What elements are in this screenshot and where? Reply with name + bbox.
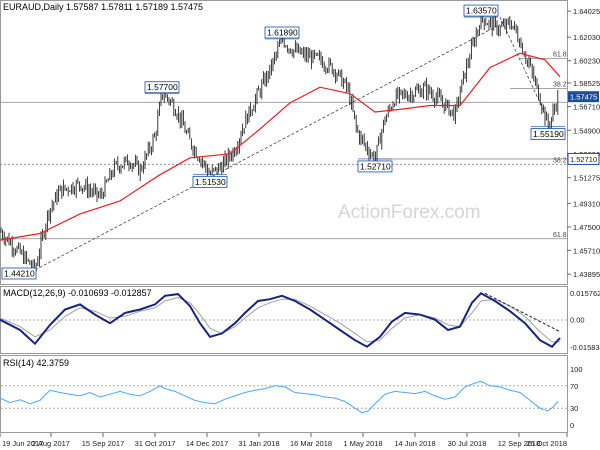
price-annotation-label: 1.61890 [267, 28, 298, 38]
price-annotation-box [1, 267, 37, 280]
price-trendline [499, 16, 546, 114]
level-price-value: 1.52710 [570, 155, 597, 164]
candle-series [0, 6, 559, 276]
price-annotation-box [264, 26, 300, 39]
macd-trendline [484, 292, 561, 333]
date-tick-label: 31 Jan 2018 [238, 439, 279, 448]
price-annotation-label: 1.52710 [360, 161, 391, 171]
last-price-value: 1.57475 [570, 93, 597, 102]
price-panel-frame [0, 0, 568, 285]
macd-title: MACD(12,26,9) -0.010693 -0.012857 [3, 288, 152, 298]
rsi-panel-frame [0, 355, 568, 433]
macd-tick-label: -0.015834 [570, 343, 600, 352]
price-annotation-box [192, 175, 228, 188]
date-tick-label: 19 Jun 2017 [2, 439, 43, 448]
date-tick-label: 26 Oct 2018 [526, 439, 567, 448]
fib-levels: 61.8 38.2 38.2 61.8 [0, 51, 567, 240]
macd-axis: 0.015762 0.00 -0.015834 [570, 289, 600, 352]
price-tick-label: 1.58525 [573, 79, 600, 88]
price-annotation-box [530, 128, 566, 140]
moving-average-line [0, 52, 561, 241]
chart-title: EURAUD,Daily 1.57587 1.57811 1.57189 1.5… [3, 2, 203, 12]
macd-tick-label: 0.015762 [570, 289, 600, 298]
fib-level-label: 61.8 [553, 51, 567, 58]
rsi-tick-label: 0 [570, 421, 574, 430]
price-annotation-box [463, 4, 499, 17]
fib-level-label: 61.8 [553, 232, 567, 239]
price-annotation-label: 1.51530 [195, 177, 226, 187]
date-tick-label: 14 Dec 2017 [186, 439, 229, 448]
level-price-tag [567, 152, 600, 165]
price-tick-label: 1.62030 [573, 33, 600, 42]
macd-signal-line [0, 296, 561, 343]
price-annotation-label: 1.55190 [533, 129, 564, 139]
watermark: ActionForex.com [338, 202, 481, 223]
date-tick-label: 31 Oct 2017 [135, 439, 176, 448]
price-annotation-label: 1.57700 [147, 82, 178, 92]
price-tick-label: 1.43895 [573, 270, 600, 279]
price-annotations: 1.44210 1.57700 1.51530 1.61890 1.52710 1.635… [1, 4, 566, 280]
fib-level-label: 38.2 [553, 82, 567, 89]
rsi-tick-label: 30 [570, 404, 578, 413]
date-tick-label: 15 Sep 2017 [82, 439, 125, 448]
fib-level-label: 38.2 [553, 157, 567, 164]
date-tick-label: 2 Aug 2017 [32, 439, 70, 448]
price-tick-label: 1.60230 [573, 57, 600, 66]
price-trendline [34, 24, 501, 271]
price-tick-label: 1.47500 [573, 223, 600, 232]
price-tick-label: 1.45710 [573, 246, 600, 255]
trendlines [34, 16, 546, 271]
rsi-axis: 100 70 30 0 [1, 365, 583, 430]
last-price-tag [568, 91, 599, 103]
price-annotation-box [357, 160, 393, 173]
price-tick-label: 1.54900 [573, 126, 600, 135]
date-tick-label: 12 Sep 2018 [498, 439, 541, 448]
price-tick-label: 1.56710 [573, 103, 600, 112]
rsi-tick-label: 70 [570, 382, 578, 391]
price-annotation-box [144, 81, 180, 94]
rsi-title: RSI(14) 42.3759 [3, 358, 69, 368]
price-tick-label: 1.51275 [573, 174, 600, 183]
macd-line [0, 292, 561, 348]
date-tick-label: 1 May 2018 [343, 439, 382, 448]
date-tick-label: 30 Jul 2018 [448, 439, 487, 448]
price-axis: 1.64025 1.62030 1.60230 1.58525 1.56710 1.549… [567, 7, 600, 279]
rsi-line [0, 380, 559, 414]
price-tick-label: 1.49310 [573, 199, 600, 208]
date-tick-label: 16 Mar 2018 [290, 439, 332, 448]
price-annotation-label: 1.44210 [4, 269, 35, 279]
macd-tick-label: 0.00 [570, 316, 585, 325]
price-tick-label: 1.64025 [573, 7, 600, 16]
date-tick-label: 14 Jun 2018 [394, 439, 435, 448]
price-annotation-label: 1.63570 [466, 6, 497, 16]
rsi-tick-label: 100 [570, 365, 583, 374]
ohlc-values: 1.57587 1.57811 1.57189 1.57475 [66, 2, 203, 12]
